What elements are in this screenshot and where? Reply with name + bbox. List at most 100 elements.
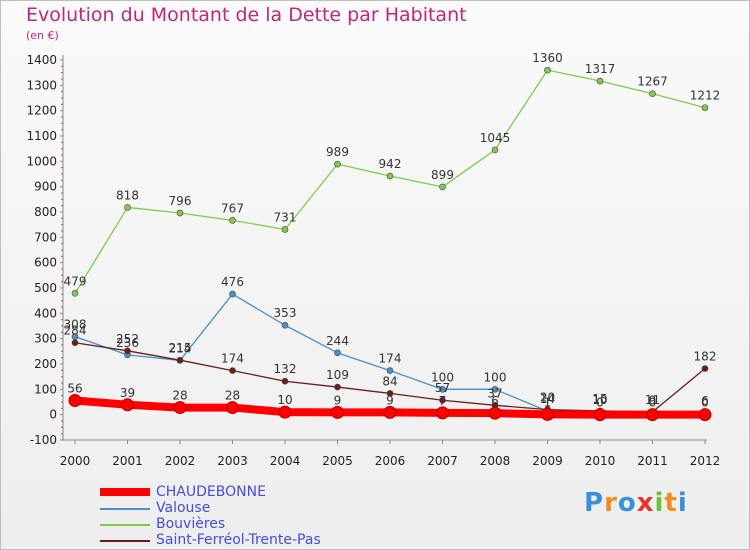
data-label: 284 [64,324,87,338]
data-label: 100 [431,370,454,384]
data-label: 818 [116,188,139,202]
data-label: 767 [221,201,244,215]
chart-title: Evolution du Montant de la Dette par Hab… [26,4,467,26]
y-tick-label: 300 [34,332,57,346]
data-point [439,183,446,191]
data-point [439,396,446,404]
data-label: 236 [116,336,139,350]
data-label: 37 [487,386,502,400]
data-label: 244 [326,334,349,348]
data-point [281,377,289,385]
legend-swatch [100,524,150,526]
y-tick-label: 700 [34,230,57,244]
data-label: 6 [701,394,709,408]
x-tick-label: 2007 [427,454,458,468]
data-label: 0 [649,396,657,410]
data-label: 11 [645,393,660,407]
data-point [229,290,236,298]
y-tick-label: -100 [30,433,57,447]
x-tick-label: 2002 [165,454,196,468]
logo-letter: i [677,488,688,518]
legend-swatch [100,488,150,496]
data-point [173,401,187,415]
legend-swatch [100,508,150,510]
data-label: 56 [67,381,82,395]
x-tick-label: 2001 [112,454,143,468]
data-point [596,77,604,85]
data-point [491,146,499,154]
x-tick-label: 2004 [270,454,301,468]
data-label: 942 [379,157,402,171]
data-label: 0 [596,396,604,410]
data-label: 7 [439,394,447,408]
data-label: 132 [274,362,297,376]
x-tick-label: 2010 [585,454,616,468]
data-point [646,408,659,422]
logo-letter: P [584,488,605,518]
data-label: 9 [386,393,394,407]
data-point [71,339,79,347]
y-tick-label: 400 [34,306,57,320]
x-tick-label: 2012 [690,454,721,468]
x-tick-label: 2009 [532,454,563,468]
data-label: 20 [540,391,555,405]
series-line-bouvi-res [74,69,706,294]
data-point [281,321,289,329]
y-tick-label: 1200 [26,104,57,118]
data-label: 1212 [690,89,721,103]
data-label: 9 [334,393,342,407]
data-label: 182 [694,350,717,364]
data-label: 14 [540,392,555,406]
data-point [68,393,82,407]
data-label: 476 [221,275,244,289]
data-point [334,383,341,391]
data-label: 84 [382,374,397,388]
data-label: 252 [116,332,139,346]
data-label: 989 [326,145,349,159]
data-label: 731 [274,210,297,224]
data-point [124,347,131,355]
data-point [121,398,134,412]
x-tick-label: 2003 [217,454,248,468]
data-point [439,386,446,393]
data-label: 15 [592,392,607,406]
data-point [541,407,554,421]
data-label: 308 [64,318,87,332]
y-tick-label: 1400 [26,53,57,67]
data-point [331,405,344,419]
y-tick-label: 600 [34,256,57,270]
data-label: 214 [169,341,192,355]
data-point [229,217,236,224]
data-label: 10 [277,393,292,407]
x-tick-label: 2000 [60,454,91,468]
data-point [488,406,502,420]
data-label: 174 [379,352,402,366]
data-label: 1360 [532,51,563,65]
data-label: 899 [431,168,454,182]
y-tick-label: 1300 [26,78,57,92]
y-tick-label: 900 [34,180,57,194]
data-label: 100 [484,370,507,384]
y-tick-label: 100 [34,382,57,396]
legend-label: CHAUDEBONNE [156,484,266,500]
logo-letter: r [604,488,618,518]
data-point [334,349,341,357]
x-tick-label: 2008 [480,454,511,468]
data-point [334,160,341,168]
data-label: 0 [701,396,709,410]
y-tick-label: 1000 [26,154,57,168]
data-point [124,204,131,211]
data-point [226,401,239,415]
data-point [383,405,397,419]
logo-letter: i [654,488,665,518]
data-point [649,90,656,97]
data-label: 6 [491,394,499,408]
data-point [386,390,394,397]
y-tick-label: 200 [34,357,57,371]
data-label: 479 [64,274,87,288]
x-tick-label: 2005 [322,454,353,468]
logo-letter: x [636,488,655,518]
